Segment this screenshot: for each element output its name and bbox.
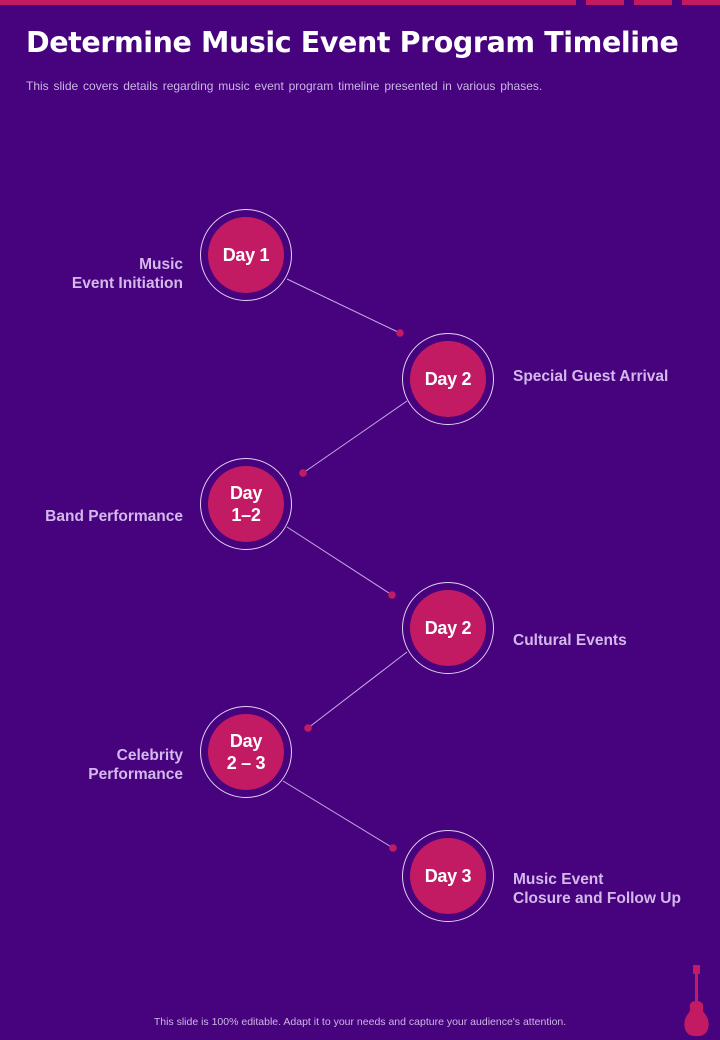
- timeline-node-day-2-second: Day 2: [402, 582, 494, 674]
- day-badge-text: Day: [229, 731, 263, 751]
- day-badge: Day 2: [410, 341, 486, 417]
- label-line: Event Initiation: [71, 275, 183, 292]
- label-line: Special Guest Arrival: [513, 368, 669, 385]
- timeline-node-day-2: Day 2: [402, 333, 494, 425]
- timeline-label: Band Performance: [45, 507, 183, 526]
- day-badge: Day 1–2: [208, 466, 284, 542]
- top-accent-segment: [634, 0, 672, 5]
- day-badge: Day 1: [208, 217, 284, 293]
- timeline-node-day-2-3: Day 2 – 3: [200, 706, 292, 798]
- timeline-node-day-1-2: Day 1–2: [200, 458, 292, 550]
- label-line: Celebrity: [116, 747, 183, 764]
- guitar-icon: [684, 965, 709, 1037]
- label-line: Closure and Follow Up: [513, 890, 681, 907]
- day-badge-text: 2 – 3: [226, 753, 266, 773]
- timeline-label: Music Event Closure and Follow Up: [513, 870, 681, 908]
- top-accent-segment: [586, 0, 624, 5]
- connector-line: [307, 651, 408, 729]
- day-badge-text: Day 2: [424, 618, 472, 638]
- day-badge-text: Day 1: [222, 245, 270, 265]
- top-accent-bar: [0, 0, 576, 5]
- label-line: Music: [139, 256, 183, 273]
- connector-dot: [388, 591, 396, 599]
- connector-line: [282, 780, 394, 849]
- connector-line: [286, 526, 393, 596]
- label-line: Cultural Events: [513, 632, 627, 649]
- slide-subtitle: This slide covers details regarding musi…: [26, 79, 543, 93]
- timeline-node-day-1: Day 1: [200, 209, 292, 301]
- day-badge-text: 1–2: [231, 505, 261, 525]
- day-badge-text: Day 3: [424, 866, 472, 886]
- connector-dot: [389, 844, 397, 852]
- top-accent-segment: [682, 0, 720, 5]
- connector-line: [302, 400, 408, 474]
- label-line: Band Performance: [45, 508, 183, 525]
- day-badge-text: Day: [229, 483, 263, 503]
- slide-footer-note: This slide is 100% editable. Adapt it to…: [153, 1016, 567, 1028]
- slide-title: Determine Music Event Program Timeline: [26, 26, 679, 59]
- label-line: Performance: [88, 766, 183, 783]
- connector-dot: [299, 469, 307, 477]
- timeline-label: Special Guest Arrival: [513, 367, 668, 386]
- connector-dot: [304, 724, 312, 732]
- label-line: Music Event: [513, 871, 604, 888]
- day-badge-text: Day 2: [424, 369, 472, 389]
- timeline-node-day-3: Day 3: [402, 830, 494, 922]
- connector-line: [286, 278, 401, 334]
- timeline-label: Cultural Events: [513, 631, 627, 650]
- day-badge: Day 2: [410, 590, 486, 666]
- day-badge: Day 2 – 3: [208, 714, 284, 790]
- connector-dot: [396, 329, 404, 337]
- timeline-label: Celebrity Performance: [88, 746, 183, 784]
- timeline-label: Music Event Initiation: [72, 255, 183, 293]
- day-badge: Day 3: [410, 838, 486, 914]
